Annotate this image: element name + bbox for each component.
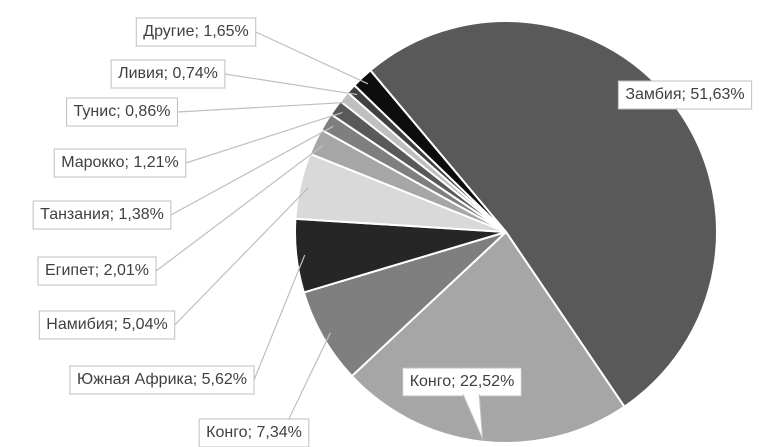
leader-line [185, 112, 343, 164]
label-box [37, 256, 157, 286]
data-label: Ливия; 0,74% [118, 65, 218, 82]
leader-line [253, 254, 306, 381]
label-box [66, 97, 178, 127]
leader-line [155, 144, 324, 272]
slice [352, 68, 507, 233]
slice [302, 231, 507, 378]
label-box [69, 365, 255, 395]
data-label: Другие; 1,65% [143, 23, 248, 40]
data-label: Южная Африка; 5,62% [77, 371, 247, 388]
label-box [110, 59, 226, 89]
leader-line [255, 31, 369, 85]
leader-lines [155, 31, 369, 420]
label-box [198, 418, 310, 447]
data-label: Замбия; 51,63% [625, 86, 744, 103]
labels: Замбия; 51,63% Конго; 22,52% Конго; 7,34% Ю… [32, 17, 753, 447]
data-label: Египет; 2,01% [45, 262, 149, 279]
label-box [617, 80, 753, 110]
data-label: Марокко; 1,21% [61, 154, 179, 171]
data-label: Конго; 7,34% [206, 424, 302, 441]
data-label: Тунис; 0,86% [74, 103, 171, 120]
leader-line [170, 125, 334, 216]
leader-line [288, 332, 331, 420]
leader-line [177, 101, 351, 113]
label-box [32, 200, 172, 230]
leader-line [174, 187, 309, 326]
label-box [38, 310, 176, 340]
data-label: Танзания; 1,38% [40, 206, 164, 223]
data-label: Конго; 22,52% [410, 373, 515, 390]
slices [294, 20, 718, 444]
label-box [135, 17, 257, 47]
label-box [53, 148, 187, 178]
label-box [402, 367, 522, 397]
data-label: Намибия; 5,04% [46, 316, 167, 333]
leader-line [224, 73, 358, 96]
